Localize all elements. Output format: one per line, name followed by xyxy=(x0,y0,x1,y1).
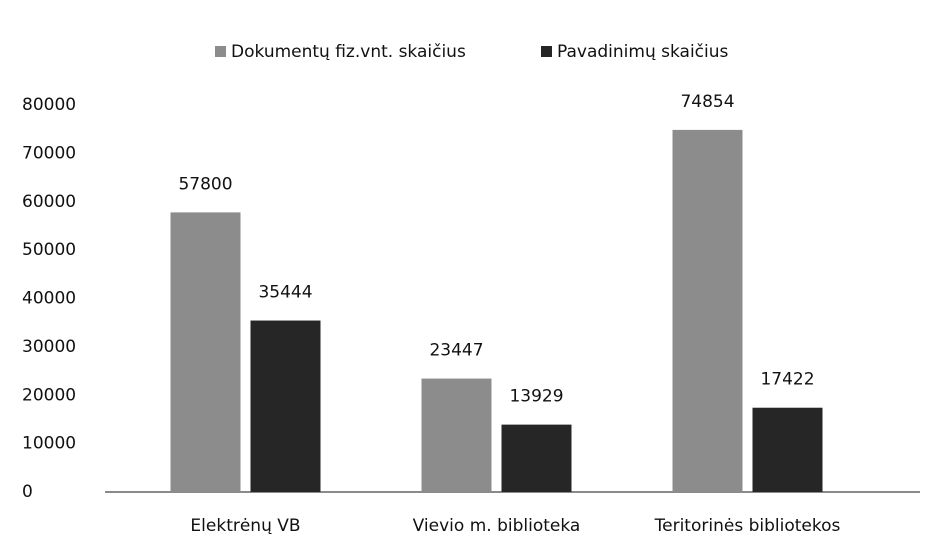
x-tick-label: Teritorinės bibliotekos xyxy=(654,516,841,536)
y-tick-label: 30000 xyxy=(22,337,76,357)
bar xyxy=(501,424,572,492)
data-label: 57800 xyxy=(178,174,232,194)
bar xyxy=(250,320,321,492)
data-label: 13929 xyxy=(509,387,563,407)
y-tick-label: 40000 xyxy=(22,289,76,309)
data-label: 17422 xyxy=(760,370,814,390)
x-tick-label: Elektrėnų VB xyxy=(190,516,300,536)
y-tick-label: 20000 xyxy=(22,385,76,405)
bar xyxy=(170,212,241,492)
bar xyxy=(672,129,743,492)
y-tick-label: 70000 xyxy=(22,143,76,163)
legend-label: Pavadinimų skaičius xyxy=(557,42,729,62)
y-tick-label: 80000 xyxy=(22,95,76,115)
legend-label: Dokumentų fiz.vnt. skaičius xyxy=(231,42,466,62)
legend-swatch xyxy=(541,46,552,57)
legend-swatch xyxy=(215,46,226,57)
y-tick-label: 0 xyxy=(22,482,33,502)
y-tick-label: 10000 xyxy=(22,434,76,454)
bar xyxy=(421,378,492,492)
x-tick-label: Vievio m. biblioteka xyxy=(413,516,581,536)
data-label: 35444 xyxy=(258,283,312,303)
data-label: 23447 xyxy=(429,341,483,361)
y-tick-label: 50000 xyxy=(22,240,76,260)
data-label: 74854 xyxy=(680,92,734,112)
bar xyxy=(752,407,823,492)
y-tick-label: 60000 xyxy=(22,192,76,212)
